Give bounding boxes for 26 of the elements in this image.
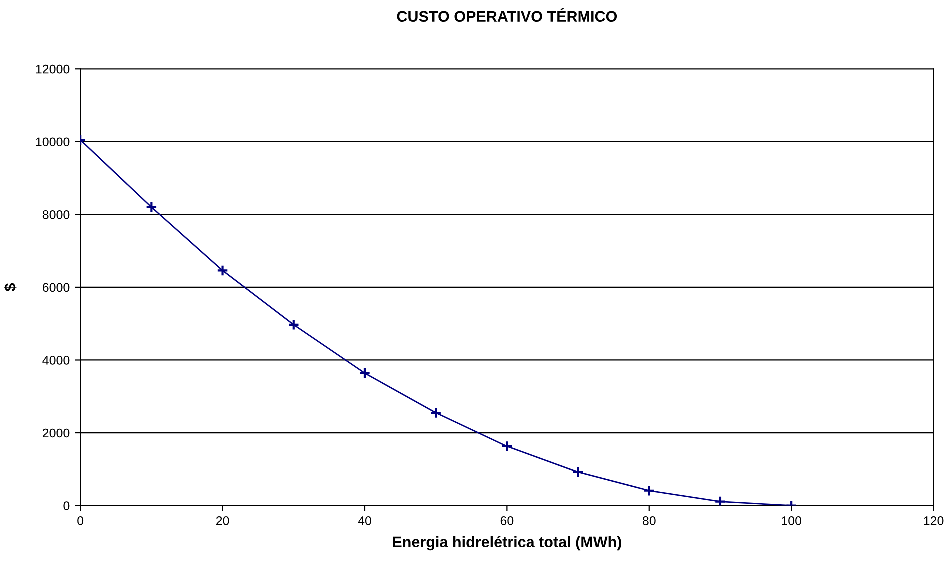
y-tick-label: 6000 xyxy=(42,283,70,292)
y-tick-label: 4000 xyxy=(42,356,70,365)
chart-title: CUSTO OPERATIVO TÉRMICO xyxy=(397,8,618,22)
point xyxy=(288,319,300,331)
x-axis-title: Energia hidrelétrica total (MWh) xyxy=(393,536,622,551)
point xyxy=(146,202,158,214)
y-tick-label: 0 xyxy=(64,502,70,510)
point xyxy=(572,466,584,478)
y-tick-label: 2000 xyxy=(42,428,70,438)
x-tick-label: 60 xyxy=(500,516,514,526)
x-tick-label: 20 xyxy=(216,516,230,526)
x-tick-label: 0 xyxy=(78,516,84,526)
x-tick-label: 100 xyxy=(782,516,802,526)
x-tick-label: 120 xyxy=(924,516,944,526)
x-tick-label: 40 xyxy=(358,516,372,526)
point xyxy=(501,440,514,452)
y-axis-title: $ xyxy=(4,283,17,292)
point xyxy=(714,496,726,506)
y-tick-label: 10000 xyxy=(36,138,70,147)
point xyxy=(359,367,371,380)
point xyxy=(430,407,442,419)
point xyxy=(643,484,656,497)
point xyxy=(216,264,229,277)
y-tick-label: 12000 xyxy=(36,64,70,74)
x-tick-label: 80 xyxy=(642,516,656,526)
y-tick-label: 8000 xyxy=(42,210,70,220)
